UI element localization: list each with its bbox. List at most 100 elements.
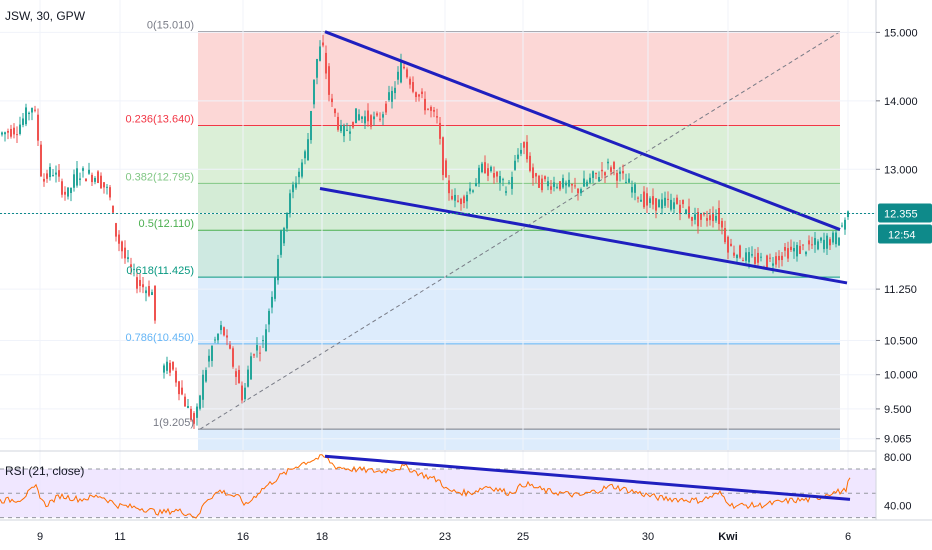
candle-body (769, 257, 771, 259)
candle-body (466, 194, 468, 202)
candle-body (208, 355, 210, 362)
trendline-upper (324, 30, 841, 231)
time-axis-label: 9 (37, 531, 43, 543)
candle-body (688, 206, 690, 218)
candle-body (352, 121, 354, 128)
fib-band (198, 343, 840, 430)
candle-body (508, 182, 510, 184)
candle-body (469, 188, 471, 192)
candle-body (496, 171, 498, 177)
candle-body (541, 178, 543, 191)
candle-body (544, 176, 546, 180)
candle-body (556, 186, 558, 188)
time-axis-label: 23 (439, 531, 451, 543)
candle-body (145, 290, 147, 294)
candle-body (802, 244, 804, 246)
candle-body (322, 42, 324, 46)
candle-body (730, 243, 732, 247)
candle-body (277, 258, 279, 281)
candle-body (109, 187, 111, 198)
candle-body (493, 173, 495, 178)
candle-body (112, 205, 114, 213)
candle-body (436, 116, 438, 118)
candle-body (358, 114, 360, 121)
candle-body (613, 162, 615, 170)
candle-body (199, 395, 201, 409)
candle-body (463, 196, 465, 204)
countdown-value: 12:54 (888, 229, 916, 241)
candle-body (334, 108, 336, 114)
candle-body (379, 118, 381, 120)
time-axis-label: 30 (642, 531, 654, 543)
time-axis-label: 11 (114, 531, 125, 543)
fib-level-label: 0.382(12.795) (126, 171, 195, 183)
candle-body (46, 173, 48, 179)
candle-body (376, 113, 378, 116)
candle-body (592, 171, 594, 178)
candle-body (709, 215, 711, 221)
candle-body (253, 354, 255, 356)
candle-body (13, 127, 15, 135)
candle-body (298, 171, 300, 178)
candle-body (676, 197, 678, 205)
candle-body (772, 263, 774, 266)
fib-band (198, 183, 840, 231)
candle-body (106, 186, 108, 188)
rsi-pane: RSI (21, close) (0, 454, 876, 519)
candle-body (694, 214, 696, 220)
candle-body (478, 167, 480, 184)
candle-body (718, 208, 720, 225)
last-price-value: 12.355 (884, 208, 918, 220)
candle-body (649, 198, 651, 203)
candle-body (259, 352, 261, 354)
candle-body (274, 277, 276, 299)
candle-body (523, 142, 525, 148)
candle-body (73, 174, 75, 188)
candle-body (820, 237, 822, 241)
candle-body (265, 329, 267, 352)
candle-body (82, 168, 84, 171)
candle-body (4, 132, 6, 135)
candle-body (451, 195, 453, 200)
candle-body (634, 184, 636, 193)
candle-body (790, 246, 792, 251)
candle-body (781, 255, 783, 260)
candle-body (733, 252, 735, 256)
candle-body (646, 193, 648, 206)
time-axis-label: 6 (845, 531, 851, 543)
candle-body (280, 230, 282, 255)
candle-body (181, 387, 183, 395)
candle-body (256, 345, 258, 351)
candle-body (31, 108, 33, 113)
candle-body (640, 199, 642, 202)
candle-body (625, 181, 627, 184)
candle-body (175, 370, 177, 383)
candle-body (268, 310, 270, 325)
candle-body (670, 199, 672, 210)
candle-body (169, 362, 171, 373)
candle-body (214, 339, 216, 341)
candle-body (457, 200, 459, 202)
candle-body (583, 178, 585, 187)
countdown-tag (878, 224, 932, 244)
candle-body (661, 199, 663, 209)
candle-body (490, 166, 492, 172)
candle-body (67, 187, 69, 197)
candle-body (844, 219, 846, 230)
candle-body (838, 237, 840, 246)
candle-body (529, 155, 531, 171)
candle-body (628, 178, 630, 183)
candle-body (307, 139, 309, 161)
candle-body (403, 66, 405, 69)
candle-body (667, 198, 669, 200)
candle-body (700, 213, 702, 220)
candle-body (637, 197, 639, 199)
fib-level-label: 0.236(13.640) (126, 113, 195, 125)
candle-body (589, 177, 591, 183)
candle-body (118, 234, 120, 244)
candle-body (823, 239, 825, 250)
candle-body (382, 114, 384, 118)
candle-body (505, 191, 507, 193)
candle-body (847, 211, 849, 217)
